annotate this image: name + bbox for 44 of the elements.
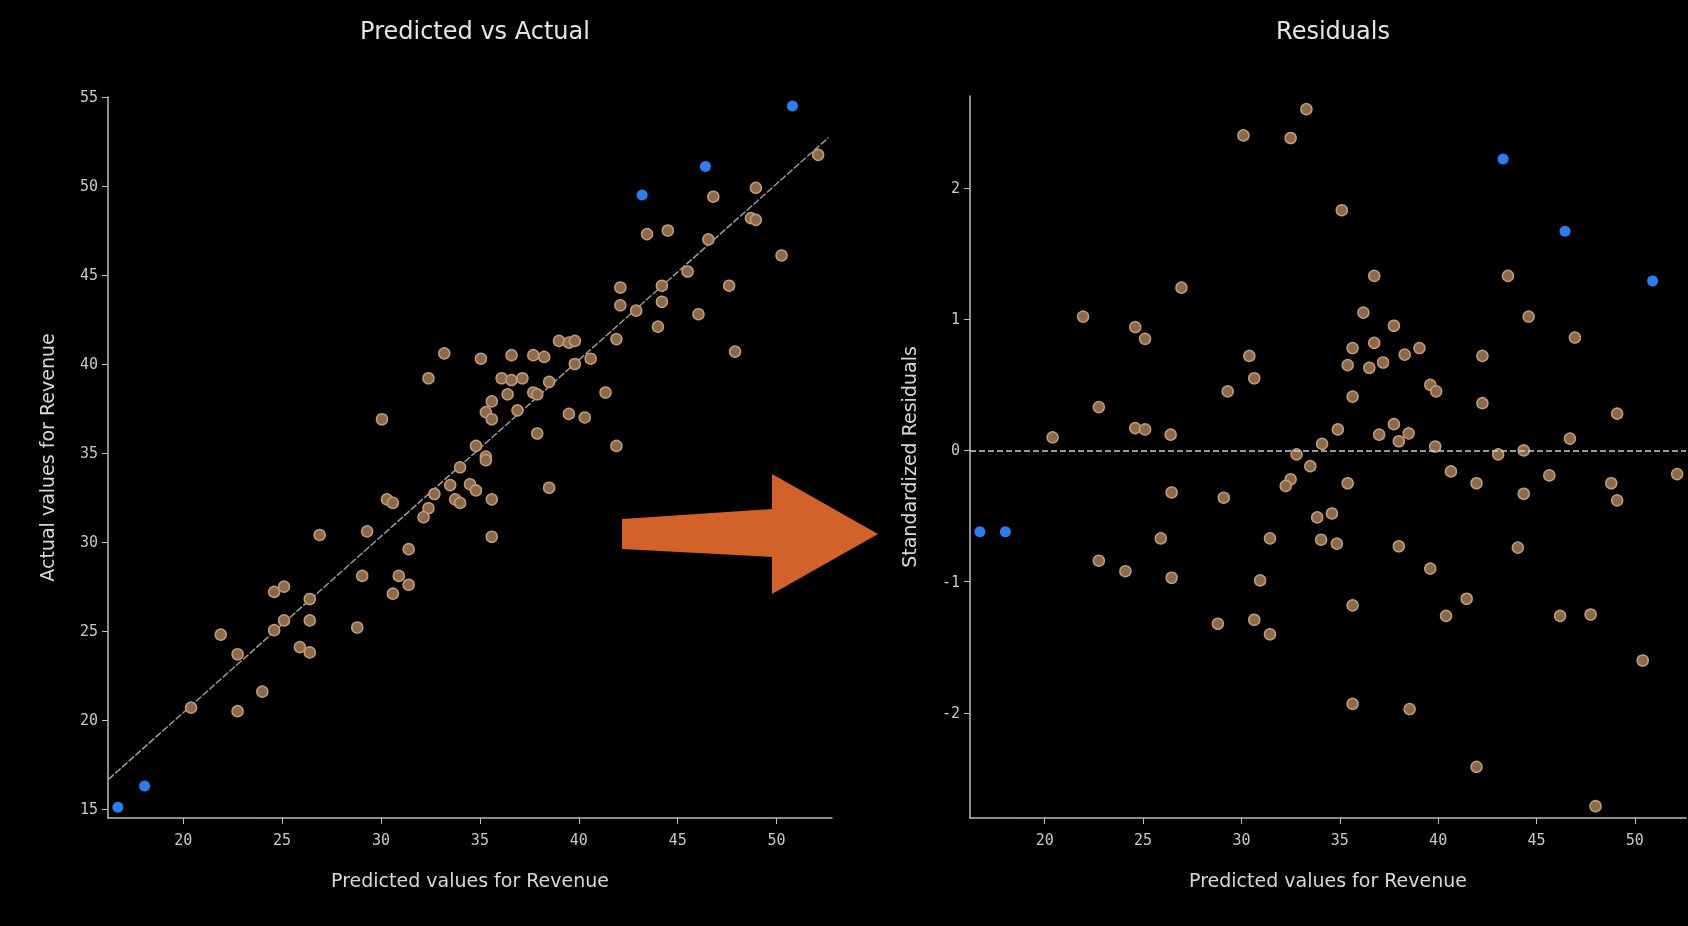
chart-title: Residuals (1276, 17, 1390, 45)
x-axis-title: Predicted values for Revenue (331, 868, 609, 891)
x-tick-label: 45 (1527, 830, 1546, 849)
x-tick-label: 40 (569, 830, 588, 849)
point (1497, 153, 1509, 165)
x-tick-label: 20 (1035, 830, 1054, 849)
x-axis-title: Predicted values for Revenue (1189, 868, 1467, 891)
y-axis-title: Actual values for Revenue (35, 333, 58, 582)
point (1647, 275, 1659, 287)
x-tick-label: 30 (371, 830, 391, 849)
point (974, 526, 986, 538)
point (786, 100, 798, 112)
y-tick-label: 35 (79, 444, 98, 463)
y-tick-label: 55 (79, 88, 98, 106)
x-tick-label: 50 (1625, 830, 1644, 849)
point (999, 526, 1011, 538)
y-tick-label: 15 (79, 800, 98, 819)
y-tick-label: 25 (79, 622, 98, 641)
chart-title: Predicted vs Actual (360, 17, 590, 45)
x-tick-label: 25 (1134, 830, 1153, 849)
x-tick-label: 30 (1232, 830, 1251, 849)
x-tick-label: 40 (1429, 830, 1448, 849)
y-tick-label: 40 (79, 355, 98, 374)
point (1559, 225, 1571, 237)
x-tick-label: 35 (1330, 830, 1349, 849)
x-tick-label: 25 (273, 830, 292, 849)
y-tick-label: 20 (79, 711, 98, 730)
x-tick-label: 50 (767, 830, 786, 849)
y-tick-label: -1 (941, 572, 960, 591)
x-tick-label: 20 (174, 830, 193, 849)
point (699, 160, 711, 172)
y-tick-label: 30 (79, 533, 98, 552)
y-tick-label: 45 (79, 266, 98, 285)
point (139, 780, 151, 792)
y-tick-label: 2 (950, 178, 960, 197)
point (636, 189, 648, 201)
y-axis-title: Standardized Residuals (897, 346, 920, 568)
y-tick-label: 50 (79, 177, 98, 196)
x-tick-label: 35 (470, 830, 489, 849)
y-tick-label: -2 (941, 703, 960, 722)
y-tick-label: 0 (950, 441, 960, 460)
x-tick-label: 45 (668, 830, 687, 849)
point (112, 801, 124, 813)
y-tick-label: 1 (950, 310, 960, 329)
